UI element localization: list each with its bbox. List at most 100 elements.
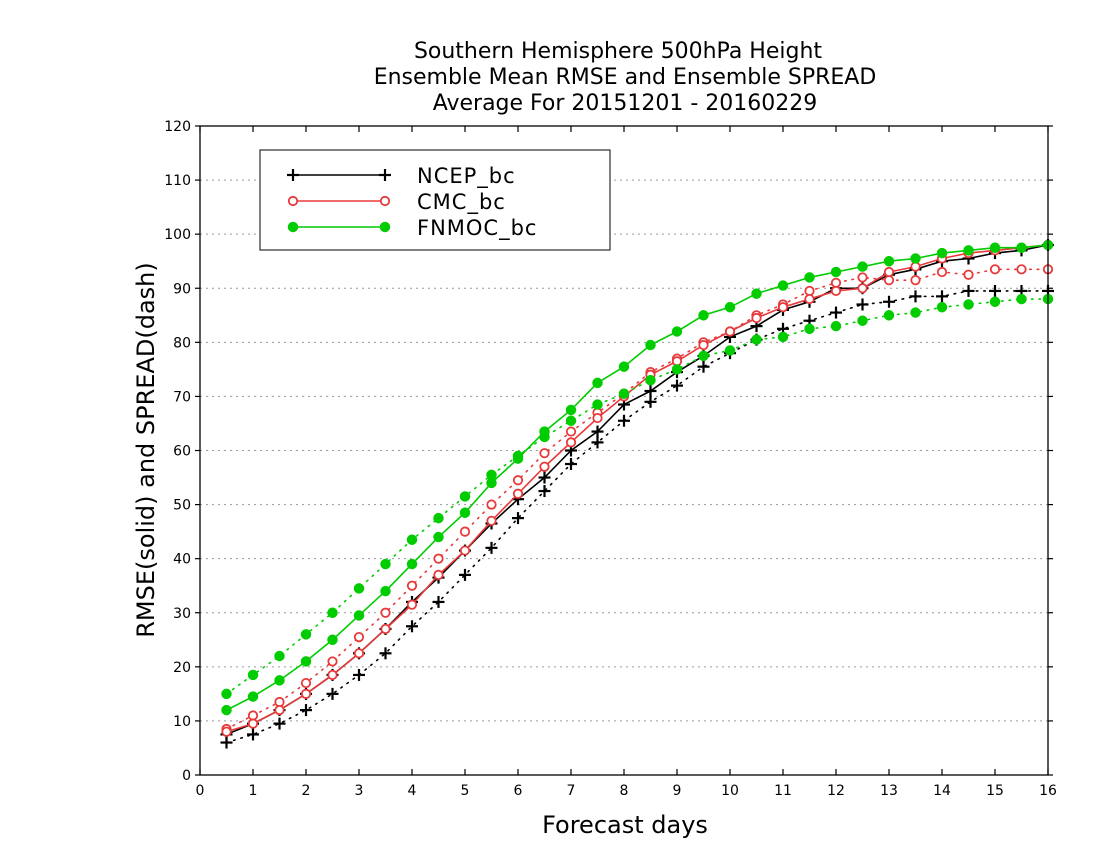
spread-point-fnmoc-bc <box>565 415 577 427</box>
spread-point-ncep-bc <box>300 704 312 717</box>
x-tick-label: 0 <box>196 783 205 799</box>
rmse-point-cmc-bc <box>353 648 365 659</box>
spread-point-fnmoc-bc <box>910 307 921 318</box>
rmse-point-fnmoc-bc <box>751 288 762 299</box>
spread-point-fnmoc-bc <box>618 388 630 399</box>
spread-point-ncep-bc <box>936 290 948 303</box>
rmse-point-cmc-bc <box>830 285 842 297</box>
chart-title: Southern Hemisphere 500hPa Height Ensemb… <box>374 39 877 116</box>
legend-item-ncep-bc: NCEP_bc <box>287 164 515 189</box>
spread-point-ncep-bc <box>432 595 445 608</box>
spread-point-cmc-bc <box>989 264 1001 275</box>
rmse-point-fnmoc-bc <box>565 404 577 416</box>
spread-point-fnmoc-bc <box>380 558 391 570</box>
legend-marker <box>379 221 391 233</box>
x-tick-label: 9 <box>673 783 682 799</box>
spread-point-fnmoc-bc <box>247 669 259 681</box>
x-tick-label: 12 <box>827 783 845 799</box>
spread-point-fnmoc-bc <box>936 301 948 313</box>
rmse-point-fnmoc-bc <box>353 610 365 621</box>
spread-point-cmc-bc <box>380 607 391 618</box>
spread-point-fnmoc-bc <box>300 629 312 640</box>
spread-point-ncep-bc <box>247 728 259 741</box>
spread-point-fnmoc-bc <box>698 350 709 362</box>
rmse-point-cmc-bc <box>247 718 259 729</box>
legend-item-fnmoc-bc: FNMOC_bc <box>287 216 537 241</box>
spread-point-ncep-bc <box>406 620 418 633</box>
spread-point-ncep-bc <box>485 541 498 554</box>
x-tick-label: 11 <box>774 783 792 799</box>
rmse-point-cmc-bc <box>565 437 577 448</box>
series-cmc-bc <box>221 239 1054 737</box>
spread-point-fnmoc-bc <box>274 650 285 662</box>
spread-point-ncep-bc <box>379 647 392 660</box>
x-tick-label: 13 <box>880 783 898 799</box>
rmse-point-fnmoc-bc <box>247 691 259 702</box>
rmse-point-fnmoc-bc <box>406 558 418 570</box>
legend-label: FNMOC_bc <box>417 216 537 241</box>
rmse-point-fnmoc-bc <box>989 242 1001 253</box>
x-tick-label: 8 <box>620 783 629 799</box>
spread-point-ncep-bc <box>538 485 551 498</box>
rmse-point-fnmoc-bc <box>1016 242 1027 253</box>
spread-point-ncep-bc <box>512 512 524 525</box>
rmse-point-fnmoc-bc <box>327 634 338 646</box>
x-axis-ticks: 0 1 2 3 4 5 6 7 8 9 10 11 12 13 14 15 16 <box>196 126 1057 799</box>
y-tick-label: 30 <box>173 606 191 622</box>
rmse-point-fnmoc-bc <box>380 585 391 597</box>
rmse-point-fnmoc-bc <box>486 477 497 489</box>
y-axis-ticks: 0 10 20 30 40 50 60 70 80 90 100 110 120 <box>164 119 1053 784</box>
y-tick-label: 60 <box>173 444 191 460</box>
y-tick-label: 110 <box>164 173 191 189</box>
x-tick-label: 2 <box>302 783 311 799</box>
spread-point-cmc-bc <box>433 553 444 564</box>
spread-point-ncep-bc <box>644 395 657 408</box>
spread-point-ncep-bc <box>671 379 683 392</box>
rmse-point-cmc-bc <box>512 488 524 499</box>
spread-point-cmc-bc <box>1016 264 1027 275</box>
spread-point-fnmoc-bc <box>221 688 232 700</box>
spread-point-ncep-bc <box>353 668 365 681</box>
rmse-point-fnmoc-bc <box>221 704 232 716</box>
spread-point-fnmoc-bc <box>777 331 789 343</box>
rmse-point-fnmoc-bc <box>459 507 471 518</box>
x-tick-label: 5 <box>461 783 470 799</box>
spread-point-cmc-bc <box>830 277 842 288</box>
spread-point-ncep-bc <box>565 458 577 471</box>
rmse-point-fnmoc-bc <box>724 301 736 313</box>
rmse-point-fnmoc-bc <box>698 310 709 321</box>
spread-point-fnmoc-bc <box>989 296 1001 308</box>
spread-point-ncep-bc <box>856 298 869 311</box>
rmse-point-cmc-bc <box>274 704 285 716</box>
spread-point-fnmoc-bc <box>804 323 815 335</box>
rmse-point-cmc-bc <box>327 669 338 681</box>
spread-point-cmc-bc <box>406 580 418 591</box>
spread-point-cmc-bc <box>804 285 815 297</box>
x-tick-label: 10 <box>721 783 739 799</box>
series-layer <box>220 238 1054 749</box>
legend-marker <box>379 195 391 207</box>
rmse-point-fnmoc-bc <box>857 261 868 272</box>
legend-marker <box>379 169 391 181</box>
rmse-point-cmc-bc <box>751 312 762 324</box>
rmse-point-cmc-bc <box>380 623 391 635</box>
spread-point-ncep-bc <box>962 284 975 297</box>
spread-point-cmc-bc <box>883 275 895 286</box>
x-tick-label: 7 <box>567 783 576 799</box>
rmse-point-fnmoc-bc <box>936 247 948 259</box>
y-tick-label: 10 <box>173 714 191 730</box>
spread-point-fnmoc-bc <box>327 607 338 618</box>
y-tick-label: 70 <box>173 389 191 405</box>
x-tick-label: 6 <box>514 783 523 799</box>
spread-point-cmc-bc <box>565 426 577 437</box>
rmse-point-fnmoc-bc <box>539 426 550 437</box>
spread-point-ncep-bc <box>326 687 339 700</box>
x-tick-label: 16 <box>1039 783 1057 799</box>
spread-point-fnmoc-bc <box>406 534 418 545</box>
rmse-line-cmc-bc <box>226 244 1049 733</box>
spread-point-fnmoc-bc <box>883 310 895 321</box>
spread-point-ncep-bc <box>909 290 922 303</box>
rmse-point-cmc-bc <box>804 293 815 305</box>
title-line-3: Average For 20151201 - 20160229 <box>433 91 818 116</box>
